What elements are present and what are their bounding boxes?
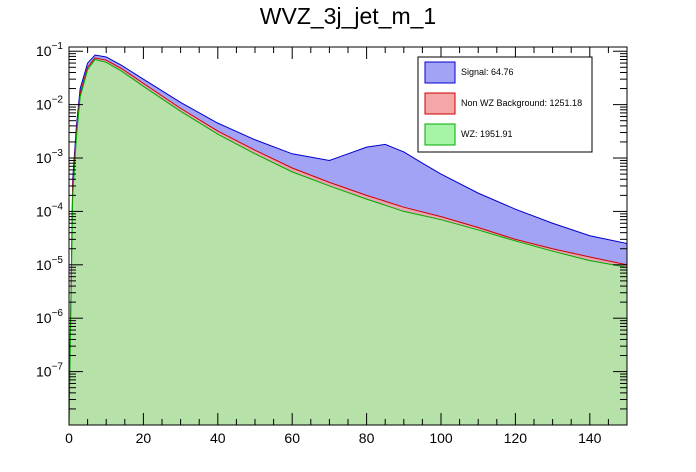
- legend-label-non-wz: Non WZ Background: 1251.18: [461, 98, 582, 108]
- y-tick-label: 10−3: [36, 148, 63, 166]
- legend-swatch-signal: [424, 61, 456, 84]
- y-tick-label: 10−5: [36, 255, 63, 273]
- axes: 0 20 40 60 80 100 120 140 10−7 10−6 10−5 10−4 10−3 10…: [36, 41, 628, 446]
- legend-swatch-wz: [424, 123, 456, 146]
- x-tick-label: 20: [136, 430, 152, 446]
- x-tick-label: 0: [65, 430, 73, 446]
- series-wz: [68, 58, 628, 426]
- x-tick-label: 120: [504, 430, 528, 446]
- x-tick-label: 80: [359, 430, 375, 446]
- x-tick-label: 60: [284, 430, 300, 446]
- y-tick-label: 10−1: [36, 41, 63, 59]
- x-tick-label: 140: [578, 430, 602, 446]
- y-tick-label: 10−7: [36, 362, 63, 380]
- y-tick-label: 10−2: [36, 95, 63, 113]
- legend: Signal: 64.76 Non WZ Background: 1251.18…: [417, 56, 593, 153]
- legend-label-signal: Signal: 64.76: [461, 67, 514, 77]
- legend-swatch-non-wz: [424, 92, 456, 115]
- y-tick-label: 10−6: [36, 308, 63, 326]
- legend-label-wz: WZ: 1951.91: [461, 129, 513, 139]
- x-tick-label: 40: [210, 430, 226, 446]
- chart-title: WVZ_3j_jet_m_1: [260, 3, 436, 29]
- y-tick-label: 10−4: [36, 201, 63, 219]
- x-tick-label: 100: [429, 430, 453, 446]
